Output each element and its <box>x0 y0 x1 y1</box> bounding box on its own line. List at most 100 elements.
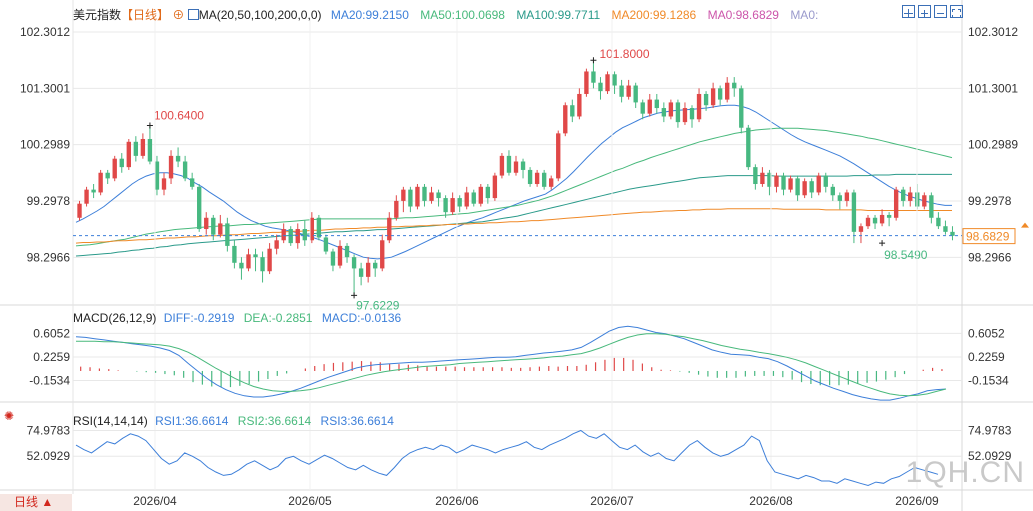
candle-body <box>689 108 695 120</box>
x-tick-label: 2026/08 <box>749 494 793 508</box>
rsi3-value: RSI3:36.6614 <box>320 414 394 428</box>
candle-body <box>281 229 286 241</box>
chart-type-icon[interactable] <box>187 9 199 20</box>
candle-body <box>732 82 737 89</box>
candle-body <box>365 262 371 277</box>
last-price-label: 98.6829 <box>966 230 1010 244</box>
candle-body <box>358 268 364 277</box>
candle-body <box>499 155 505 176</box>
ma100-value: MA100:99.7711 <box>516 8 601 22</box>
macd-line-dea <box>76 333 947 397</box>
candle-body <box>527 169 533 185</box>
rsi-y-tick-left: 52.0929 <box>27 449 71 463</box>
ma-label: MA(20,50,100,200,0,0) <box>198 8 322 22</box>
candle-body <box>450 198 455 213</box>
candle-body <box>851 192 857 232</box>
candle-body <box>105 172 110 179</box>
candle-body <box>570 105 575 117</box>
x-tick-label: 2026/04 <box>133 494 177 508</box>
candle-body <box>415 186 420 207</box>
y-tick-label-left: 99.2978 <box>27 194 71 208</box>
ma200-value: MA200:99.1286 <box>611 8 697 22</box>
candle-body <box>394 200 399 218</box>
diff-value: DIFF:-0.2919 <box>163 311 235 325</box>
candle-body <box>387 217 392 241</box>
candle-body <box>175 155 181 162</box>
rsi-y-tick-right: 52.0929 <box>968 449 1012 463</box>
candle-body <box>823 175 828 187</box>
candle-body <box>788 178 793 190</box>
y-tick-label-left: 101.3001 <box>20 81 70 95</box>
candle-body <box>197 186 202 230</box>
candle-body <box>612 74 617 86</box>
candle-body <box>161 178 167 190</box>
candle-body <box>457 198 462 207</box>
candle-body <box>232 245 237 263</box>
candle-body <box>563 105 568 134</box>
candle-body <box>654 99 659 109</box>
candle-body <box>682 108 688 123</box>
candle-body <box>189 178 195 187</box>
candle-body <box>739 88 744 128</box>
candle-body <box>302 229 307 241</box>
candle-body <box>640 102 645 114</box>
candle-body <box>492 175 498 199</box>
low-right-marker <box>879 240 886 247</box>
candle-body <box>795 178 800 196</box>
candle-body <box>929 195 934 218</box>
x-tick-label: 2026/09 <box>895 494 939 508</box>
fullscreen-icon[interactable] <box>950 5 963 18</box>
candle-body <box>767 172 772 187</box>
candle-body <box>429 192 434 201</box>
candle-body <box>591 71 596 83</box>
candle-body <box>344 245 350 258</box>
ma0b-value: MA0: <box>790 8 819 22</box>
high-left-annotation: 100.6400 <box>154 108 204 122</box>
candle-body <box>865 217 871 227</box>
period-tab[interactable]: 日线 ▲ <box>0 494 72 511</box>
rsi-legend: RSI(14,14,14) RSI1:36.6614 RSI2:36.6614 … <box>73 414 394 428</box>
candle-body <box>133 141 139 156</box>
candle-body <box>506 155 512 173</box>
candle-body <box>774 175 779 187</box>
candle-body <box>879 214 885 224</box>
candle-body <box>950 231 955 236</box>
candle-body <box>844 192 850 201</box>
zoom-out-icon[interactable] <box>934 5 947 18</box>
candle-body <box>330 251 336 266</box>
candle-body <box>112 158 117 179</box>
crosshair-icon[interactable] <box>902 5 915 18</box>
y-tick-label-right: 98.2966 <box>968 250 1012 264</box>
candle-body <box>351 257 357 269</box>
macd-label: MACD(26,12,9) <box>73 311 157 325</box>
candle-body <box>422 186 427 201</box>
candle-body <box>858 226 864 232</box>
candle-body <box>816 175 821 193</box>
rsi-settings-icon[interactable]: ✺ <box>4 409 15 423</box>
candle-body <box>218 223 223 235</box>
candle-body <box>886 214 892 218</box>
rsi1-value: RSI1:36.6614 <box>155 414 229 428</box>
settings-icon[interactable]: ⊕ <box>172 8 185 22</box>
candle-body <box>225 223 230 246</box>
ma-line-ma100 <box>75 173 952 257</box>
candle-body <box>316 217 322 238</box>
last-price-tag <box>962 228 1016 245</box>
rsi-line <box>75 429 939 487</box>
candle-body <box>760 172 765 185</box>
candle-body <box>703 93 709 106</box>
zoom-in-icon[interactable] <box>918 5 931 18</box>
period-label[interactable]: 【日线】 <box>121 8 170 22</box>
candle-body <box>577 93 582 117</box>
candle-body <box>710 88 716 106</box>
candle-body <box>373 262 378 269</box>
candle-body <box>168 155 174 179</box>
low-marker <box>351 292 358 299</box>
candle-body <box>464 192 469 207</box>
low-annotation: 97.6229 <box>356 298 400 312</box>
candle-body <box>584 71 589 94</box>
x-tick-label: 2026/07 <box>590 494 634 508</box>
rsi-y-tick-left: 74.9783 <box>27 423 71 437</box>
candle-body <box>830 186 835 196</box>
